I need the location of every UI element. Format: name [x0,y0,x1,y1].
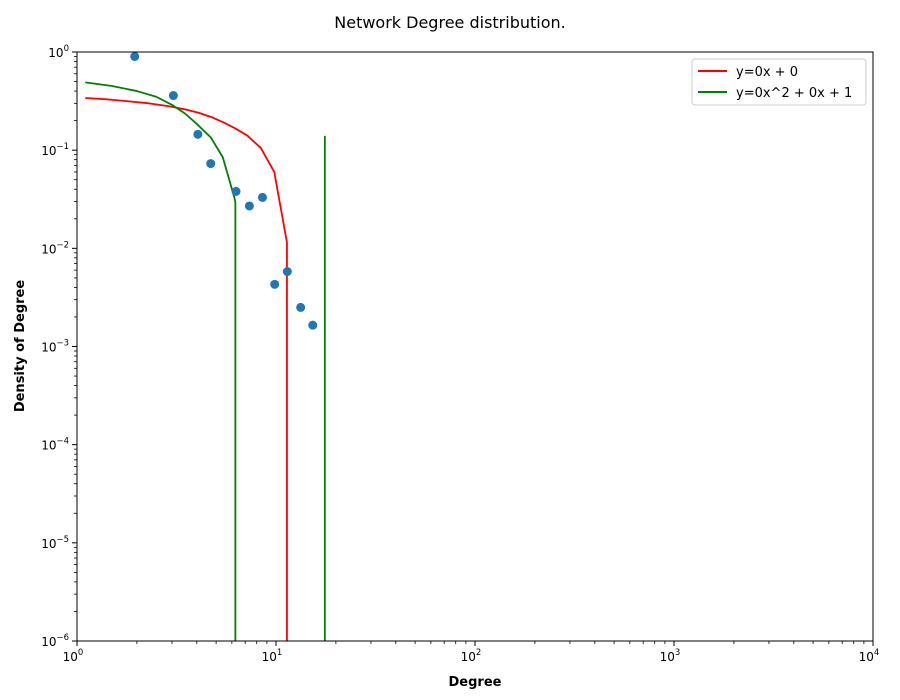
y-axis: 100 10−1 10−2 10−3 10−4 10−5 10−6 [41,44,77,649]
green-fit-line [85,81,237,641]
x-tick-label: 104 [859,648,880,664]
data-point [257,192,267,202]
x-tick-label: 100 [63,648,84,664]
points-layer [130,51,318,330]
legend: y=0x + 0 y=0x^2 + 0x + 1 [691,58,867,106]
y-tick-label: 10−5 [41,535,69,551]
legend-label-green-line: y=0x^2 + 0x + 1 [736,86,852,101]
chart-title: Network Degree distribution. [334,13,565,32]
data-point [282,267,292,277]
data-point [130,51,140,61]
y-tick-label: 10−4 [41,437,69,453]
x-axis-label: Degree [449,675,502,690]
x-tick-label: 103 [660,648,681,664]
data-point [296,302,306,312]
y-axis-label: Density of Degree [13,280,28,413]
series-layer [85,81,326,641]
data-point [270,279,280,289]
data-point [193,129,203,139]
x-tick-label: 101 [262,648,283,664]
data-point [168,91,178,101]
data-point [206,159,216,169]
y-tick-label: 100 [48,44,69,60]
x-tick-label: 102 [461,648,482,664]
x-axis: 100 101 102 103 104 [63,641,880,664]
y-tick-label: 10−1 [41,142,69,158]
y-tick-label: 10−2 [41,240,69,256]
data-point [244,201,254,211]
y-tick-label: 10−3 [41,339,69,355]
y-tick-label: 10−6 [41,633,69,649]
legend-box [691,58,867,106]
legend-label-red-line: y=0x + 0 [736,65,798,80]
data-point [231,186,241,196]
red-fit-line [85,97,288,641]
data-point [308,320,318,330]
